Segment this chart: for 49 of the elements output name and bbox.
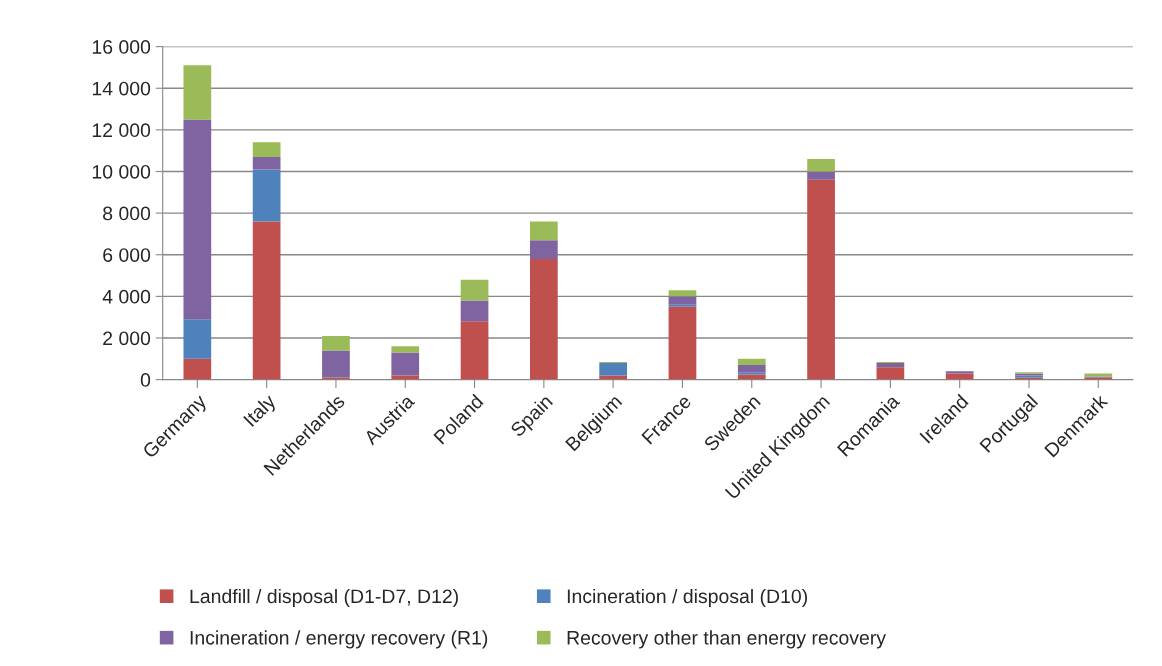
bar (252, 156, 281, 170)
bar (945, 371, 974, 374)
bar (807, 171, 835, 180)
legend-label: Incineration / disposal (D10) (567, 588, 807, 608)
bar (876, 362, 905, 368)
bar (391, 375, 420, 380)
bar (530, 221, 558, 241)
bar (945, 373, 974, 380)
bar (599, 362, 628, 376)
bar (322, 350, 350, 378)
bar (391, 352, 420, 376)
bar (183, 319, 212, 359)
y-tick-label: 12 000 (92, 123, 151, 138)
legend-label: Recovery other than energy recovery (567, 630, 886, 649)
bar (391, 346, 420, 353)
bar (876, 367, 905, 380)
y-tick-label: 16 000 (92, 40, 151, 54)
bar (252, 142, 281, 157)
bar (737, 374, 766, 380)
bar (252, 169, 281, 222)
bar (599, 375, 628, 380)
bar (807, 179, 835, 380)
bar (460, 279, 489, 301)
bar (807, 159, 835, 172)
bar (183, 119, 212, 320)
y-tick-label: 4 000 (102, 289, 151, 304)
bar (668, 306, 697, 380)
bar (322, 335, 350, 351)
bar (183, 65, 212, 120)
legend-label: Landfill / disposal (D1-D7, D12) (190, 588, 458, 608)
y-tick-label: 8 000 (103, 206, 151, 221)
legend-label: Incineration / energy recovery (R1) (190, 630, 488, 649)
bar (737, 365, 766, 373)
bar (530, 240, 558, 259)
bar (183, 358, 212, 380)
y-tick-label: 14 000 (92, 81, 151, 96)
bar (460, 321, 489, 380)
y-tick-label: 10 000 (92, 164, 151, 179)
bar (668, 296, 697, 305)
y-tick-label: 0 (140, 373, 151, 387)
bar (460, 300, 489, 322)
y-tick-label: 2 000 (103, 331, 151, 346)
bar (668, 290, 697, 297)
bar (530, 258, 558, 380)
y-tick-label: 6 000 (103, 248, 151, 262)
bar (737, 358, 766, 366)
bar (737, 372, 766, 375)
bar (668, 304, 697, 307)
bar (252, 221, 281, 380)
